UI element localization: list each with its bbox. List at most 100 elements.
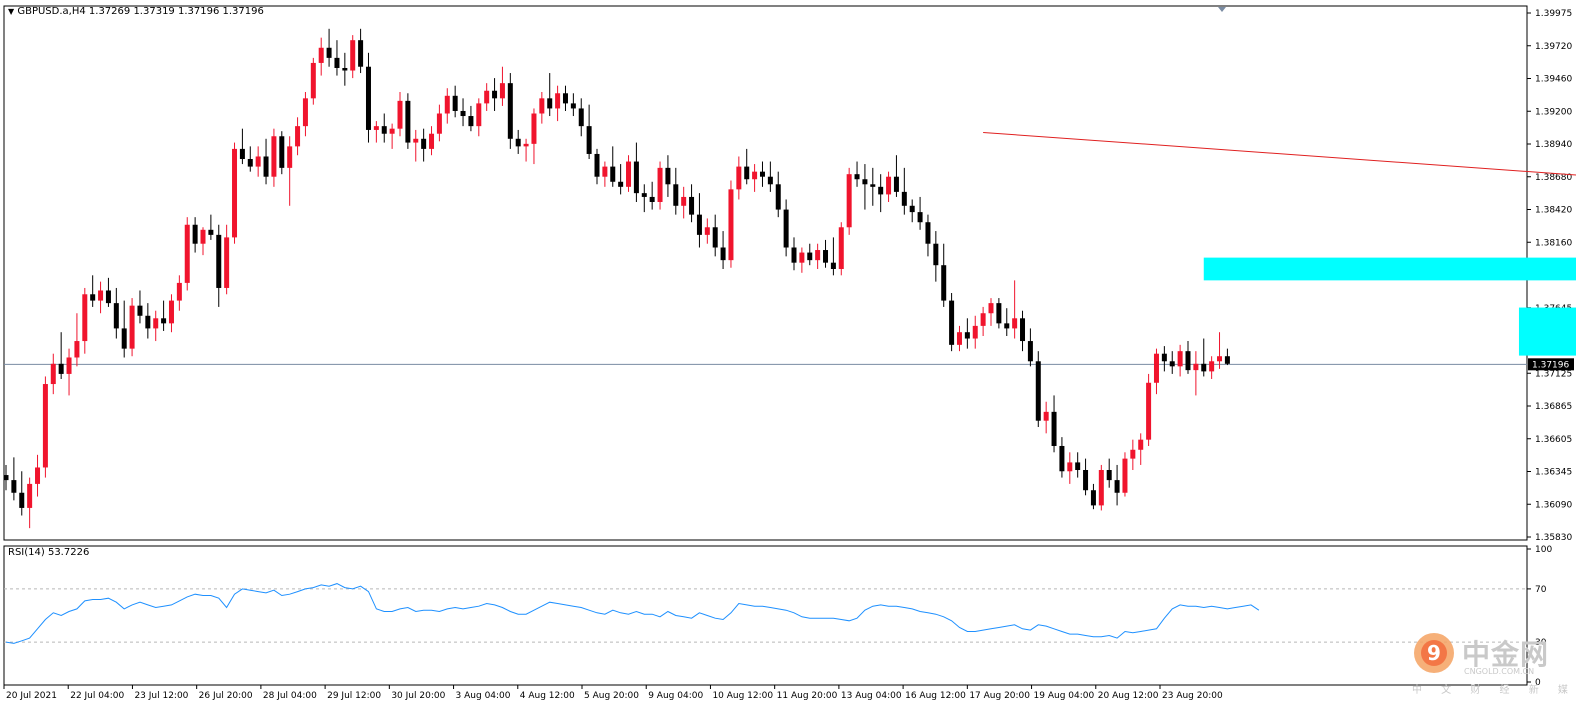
candle-body [3, 475, 9, 481]
candle-body [649, 196, 655, 202]
candle-body [1161, 353, 1167, 362]
candle-body [58, 363, 64, 374]
x-tick-label: 26 Jul 20:00 [199, 691, 253, 701]
candle-body [1067, 462, 1073, 472]
rsi-label: RSI(14) 53.7226 [8, 547, 90, 558]
candle-body [11, 480, 17, 493]
candle-body [460, 110, 466, 117]
x-tick-label: 16 Aug 12:00 [905, 691, 966, 701]
candle-body [1020, 318, 1026, 342]
candle-body [176, 282, 182, 301]
candle-body [1169, 361, 1175, 367]
candle-body [1106, 469, 1112, 481]
dropdown-triangle-icon[interactable]: ▼ [8, 7, 15, 16]
trendline [983, 131, 1576, 176]
candle-body [302, 98, 308, 127]
candle-body [641, 193, 647, 197]
candle-body [287, 146, 293, 168]
candle-body [1185, 351, 1191, 371]
candle-body [350, 40, 356, 71]
candle-body [799, 252, 805, 263]
rsi-tick-label: 70 [1535, 585, 1547, 595]
candle-body [50, 363, 56, 385]
candle-body [381, 126, 387, 134]
candle-body [933, 243, 939, 266]
candle-body [137, 305, 143, 316]
x-tick-label: 9 Aug 04:00 [648, 691, 703, 701]
candle-body [161, 318, 167, 324]
candle-body [562, 93, 568, 104]
candle-body [570, 103, 576, 109]
candle-body [263, 156, 269, 177]
candle-body [444, 95, 450, 114]
candle-body [27, 483, 33, 508]
candle-body [389, 128, 395, 134]
symbol-header: ▼ GBPUSD.a,H4 1.37269 1.37319 1.37196 1.… [8, 6, 264, 17]
watermark-domain: CNGOLD.COM.CN [1464, 667, 1535, 676]
candle-body [909, 205, 915, 213]
candle-body [1114, 480, 1120, 493]
y-tick-label: 1.39975 [1535, 9, 1572, 19]
candle-body [507, 83, 513, 139]
candle-body [1004, 323, 1010, 329]
candle-body [1051, 411, 1057, 446]
candle-body [224, 237, 230, 288]
candle-body [42, 384, 48, 468]
y-tick-label: 1.38160 [1535, 238, 1572, 248]
candle-body [168, 300, 174, 324]
y-tick-label: 1.39720 [1535, 42, 1572, 52]
candle-body [980, 313, 986, 326]
candle-body [1138, 439, 1144, 450]
candle-body [468, 116, 474, 127]
watermark-tagline: 中 文 财 经 新 媒 体 [1412, 685, 1576, 696]
y-tick-label: 1.36090 [1535, 500, 1572, 510]
x-tick-label: 23 Jul 12:00 [134, 691, 188, 701]
candle-body [941, 265, 947, 301]
watermark: 9 中金网 CNGOLD.COM.CN 中 文 财 经 新 媒 体 [1412, 631, 1576, 696]
candle-body [602, 166, 608, 177]
candle-body [1043, 411, 1049, 421]
candle-body [247, 159, 253, 167]
candle-body [949, 300, 955, 345]
x-tick-label: 4 Aug 12:00 [520, 691, 575, 701]
rsi-line [5, 583, 1260, 644]
candle-body [476, 103, 482, 127]
candle-body [35, 467, 41, 484]
rsi-tick-label: 30 [1535, 638, 1547, 648]
candle-body [846, 174, 852, 228]
candle-body [1146, 382, 1152, 440]
candle-body [696, 214, 702, 235]
x-tick-label: 22 Jul 04:00 [70, 691, 124, 701]
candle-body [239, 148, 245, 160]
candle-body [145, 315, 151, 329]
candle-body [531, 113, 537, 144]
candle-body [255, 156, 261, 167]
candle-body [870, 184, 876, 187]
symbol-label: GBPUSD.a,H4 [17, 6, 86, 17]
candle-body [1083, 469, 1089, 491]
candle-body [318, 47, 324, 63]
candle-body [113, 303, 119, 329]
chart-shift-marker-icon [1218, 7, 1226, 12]
candle-body [594, 153, 600, 177]
candle-body [153, 318, 159, 329]
x-tick-label: 29 Jul 12:00 [327, 691, 381, 701]
candle-body [901, 191, 907, 206]
svg-text:9: 9 [1427, 641, 1441, 665]
candle-body [759, 171, 765, 177]
watermark-brand: 中金网 [1462, 638, 1550, 671]
x-tick-label: 5 Aug 20:00 [584, 691, 639, 701]
candle-body [539, 98, 545, 114]
candle-body [886, 176, 892, 195]
x-tick-label: 10 Aug 12:00 [712, 691, 773, 701]
candle-body [610, 166, 616, 182]
candle-body [633, 161, 639, 194]
x-tick-label: 20 Aug 12:00 [1098, 691, 1159, 701]
candle-body [878, 186, 884, 195]
y-tick-label: 1.39200 [1535, 107, 1572, 117]
x-tick-label: 28 Jul 04:00 [263, 691, 317, 701]
candle-body [578, 108, 584, 127]
candle-body [436, 113, 442, 134]
